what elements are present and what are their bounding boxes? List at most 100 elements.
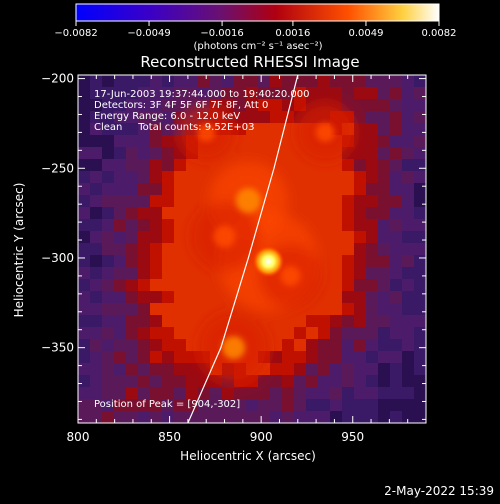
image-cell	[378, 315, 390, 327]
image-cell	[186, 207, 198, 219]
image-cell	[78, 315, 90, 327]
image-cell	[366, 231, 378, 243]
image-cell	[126, 75, 138, 87]
image-cell	[234, 147, 246, 159]
image-cell	[102, 147, 114, 159]
image-cell	[270, 399, 282, 411]
image-cell	[246, 87, 258, 99]
image-cell	[174, 267, 186, 279]
image-cell	[282, 363, 294, 375]
image-cell	[282, 339, 294, 351]
image-cell	[318, 291, 330, 303]
image-cell	[114, 351, 126, 363]
image-cell	[294, 207, 306, 219]
feature-core	[222, 336, 246, 360]
image-cell	[138, 363, 150, 375]
image-cell	[378, 195, 390, 207]
image-cell	[234, 123, 246, 135]
image-cell	[270, 387, 282, 399]
image-cell	[90, 159, 102, 171]
image-cell	[354, 147, 366, 159]
image-cell	[390, 363, 402, 375]
image-cell	[330, 339, 342, 351]
image-cell	[270, 99, 282, 111]
image-cell	[186, 315, 198, 327]
image-cell	[150, 111, 162, 123]
image-cell	[102, 267, 114, 279]
image-cell	[150, 231, 162, 243]
image-cell	[342, 327, 354, 339]
image-cell	[258, 411, 270, 423]
image-cell	[114, 315, 126, 327]
image-cell	[342, 75, 354, 87]
y-tick-label: −250	[41, 161, 74, 175]
image-cell	[114, 411, 126, 423]
image-cell	[366, 267, 378, 279]
image-cell	[186, 387, 198, 399]
image-cell	[354, 171, 366, 183]
image-cell	[270, 111, 282, 123]
image-cell	[282, 351, 294, 363]
y-axis: −200 −250 −300 −350	[41, 72, 426, 420]
image-cell	[174, 291, 186, 303]
image-cell	[150, 279, 162, 291]
image-cell	[354, 159, 366, 171]
image-cell	[78, 291, 90, 303]
image-cell	[318, 399, 330, 411]
image-cell	[198, 87, 210, 99]
image-cell	[390, 99, 402, 111]
image-cell	[402, 291, 414, 303]
image-cell	[126, 315, 138, 327]
image-cell	[366, 171, 378, 183]
image-cell	[126, 243, 138, 255]
image-cell	[414, 159, 426, 171]
image-cell	[102, 387, 114, 399]
image-cell	[90, 243, 102, 255]
image-cell	[258, 99, 270, 111]
image-cell	[234, 135, 246, 147]
image-cell	[174, 171, 186, 183]
image-cell	[354, 87, 366, 99]
image-cell	[306, 171, 318, 183]
image-cell	[102, 135, 114, 147]
image-cell	[126, 231, 138, 243]
image-cell	[102, 159, 114, 171]
image-cell	[390, 387, 402, 399]
colorbar-units: (photons cm⁻² s⁻¹ asec⁻²)	[193, 41, 322, 52]
image-cell	[150, 243, 162, 255]
image-cell	[354, 303, 366, 315]
image-cell	[414, 87, 426, 99]
image-cell	[198, 183, 210, 195]
colorbar-tick-label: 0.0049	[348, 28, 383, 39]
image-cell	[114, 147, 126, 159]
image-cell	[102, 243, 114, 255]
image-cell	[378, 171, 390, 183]
image-cell	[174, 159, 186, 171]
image-cell	[126, 303, 138, 315]
feature-core	[235, 188, 261, 214]
image-cell	[102, 351, 114, 363]
image-cell	[366, 159, 378, 171]
image-cell	[294, 195, 306, 207]
image-cell	[102, 291, 114, 303]
image-cell	[402, 411, 414, 423]
image-cell	[354, 231, 366, 243]
image-cell	[414, 135, 426, 147]
image-cell	[402, 147, 414, 159]
image-cell	[282, 411, 294, 423]
image-cell	[294, 363, 306, 375]
image-cell	[126, 411, 138, 423]
image-cell	[138, 279, 150, 291]
image-cell	[102, 87, 114, 99]
image-cell	[234, 75, 246, 87]
y-tick-label: −200	[41, 72, 74, 86]
image-cell	[354, 75, 366, 87]
image-cell	[330, 219, 342, 231]
image-cell	[414, 315, 426, 327]
image-cell	[78, 111, 90, 123]
image-cell	[414, 267, 426, 279]
image-cell	[306, 387, 318, 399]
image-cell	[78, 171, 90, 183]
image-cell	[378, 111, 390, 123]
colorbar-tick-label: −0.0016	[200, 28, 243, 39]
